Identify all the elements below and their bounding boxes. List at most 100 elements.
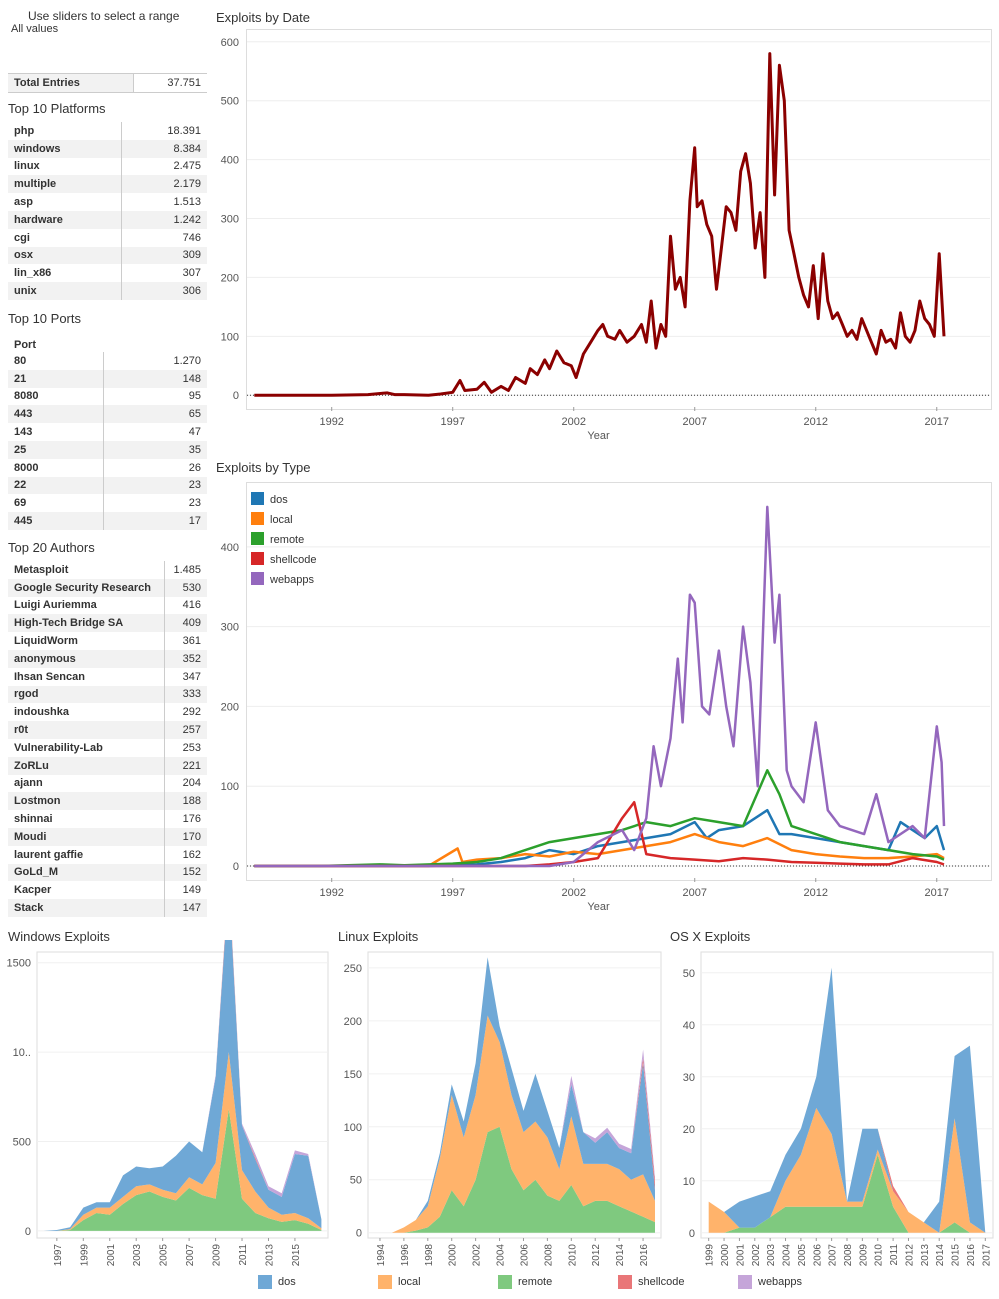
row-value: 1.513 — [121, 193, 207, 211]
area-local — [43, 1052, 322, 1231]
x-tick-label: 2007 — [682, 887, 706, 899]
table-row: shinnai 176 — [8, 810, 207, 828]
table-row: r0t 257 — [8, 721, 207, 739]
x-tick-label: 2012 — [591, 1244, 602, 1267]
authors-table: Metasploit 1.485 Google Security Research 5… — [8, 561, 207, 917]
row-label: Google Security Research — [8, 578, 165, 597]
x-tick-label: 2007 — [185, 1244, 196, 1267]
x-tick-label: 2002 — [561, 887, 585, 899]
y-tick-label: 40 — [683, 1020, 695, 1032]
row-value: 147 — [164, 899, 207, 917]
row-value: 309 — [121, 246, 207, 265]
x-tick-label: 2002 — [561, 416, 585, 428]
ports-title: Top 10 Ports — [8, 311, 81, 326]
range-value[interactable]: All values — [11, 23, 59, 35]
area-legend-item-webapps: webapps — [738, 1275, 802, 1289]
area-legend-label: shellcode — [638, 1276, 685, 1288]
table-row: cgi 746 — [8, 228, 207, 247]
table-row: LiquidWorm 361 — [8, 632, 207, 650]
x-tick-label: 2008 — [543, 1244, 554, 1267]
x-tick-label: 2015 — [951, 1244, 962, 1267]
table-row: 8080 95 — [8, 387, 207, 406]
series-line-local — [254, 832, 945, 868]
table-row: laurent gaffie 162 — [8, 845, 207, 864]
x-tick-label: 2003 — [132, 1244, 143, 1267]
row-label: osx — [8, 246, 122, 265]
x-tick-label: 2008 — [843, 1244, 854, 1267]
row-value: 149 — [164, 881, 207, 900]
table-row: anonymous 352 — [8, 649, 207, 668]
x-tick-label: 1994 — [376, 1244, 387, 1267]
table-row: Kacper 149 — [8, 881, 207, 900]
row-label: GoLd_M — [8, 863, 165, 882]
x-tick-label: 2011 — [238, 1244, 249, 1266]
row-label: hardware — [8, 210, 122, 229]
x-tick-label: 2002 — [472, 1244, 483, 1267]
table-row: High-Tech Bridge SA 409 — [8, 614, 207, 633]
x-tick-label: 1998 — [424, 1244, 435, 1267]
row-value: 65 — [103, 405, 207, 424]
table-row: indoushka 292 — [8, 703, 207, 722]
table-row: Metasploit 1.485 — [8, 561, 207, 579]
row-value: 162 — [164, 845, 207, 864]
table-row: 8000 26 — [8, 458, 207, 477]
row-label: 69 — [14, 497, 27, 510]
x-axis-label: Year — [587, 430, 610, 442]
row-label: 445 — [8, 512, 104, 530]
x-tick-label: 2017 — [981, 1244, 992, 1267]
table-row: Lostmon 188 — [8, 792, 207, 811]
table-row: 22 23 — [8, 476, 207, 495]
row-value: 152 — [164, 863, 207, 882]
x-tick-label: 2016 — [966, 1244, 977, 1267]
row-value: 1.242 — [121, 210, 207, 229]
y-tick-label: 0 — [233, 861, 239, 873]
y-tick-label: 400 — [221, 542, 239, 554]
area-local — [373, 1015, 655, 1233]
row-value: 204 — [164, 774, 207, 793]
row-value: 2.179 — [121, 175, 207, 194]
x-tick-label: 2012 — [904, 1244, 915, 1267]
total-value: 37.751 — [132, 73, 207, 93]
area-legend-item-local: local — [378, 1275, 421, 1289]
table-row: windows 8.384 — [8, 139, 207, 158]
legend-label-remote: remote — [270, 534, 304, 546]
table-row: unix 306 — [8, 282, 207, 300]
y-tick-label: 10 — [683, 1176, 695, 1188]
row-value: 26 — [103, 458, 207, 477]
row-label: Stack — [8, 899, 165, 917]
x-tick-label: 2013 — [920, 1244, 931, 1267]
x-tick-label: 1999 — [79, 1244, 90, 1267]
legend-label-webapps: webapps — [269, 574, 315, 586]
x-tick-label: 2017 — [925, 416, 949, 428]
row-label: Moudi — [8, 827, 165, 846]
row-label: linux — [14, 160, 40, 173]
table-row: ajann 204 — [8, 774, 207, 793]
table-row: rgod 333 — [8, 685, 207, 704]
table-row: 143 47 — [8, 423, 207, 441]
series-line-remote — [254, 769, 945, 868]
x-tick-label: 2016 — [639, 1244, 650, 1267]
legend-swatch-local — [251, 512, 264, 525]
row-value: 2.475 — [121, 157, 207, 176]
x-tick-label: 2006 — [519, 1244, 530, 1267]
table-row: Luigi Auriemma 416 — [8, 596, 207, 615]
area-dos — [43, 940, 322, 1231]
x-tick-label: 2014 — [615, 1244, 626, 1267]
x-tick-label: 2003 — [766, 1244, 777, 1267]
row-value: 23 — [103, 476, 207, 495]
area-legend-swatch — [618, 1275, 632, 1289]
x-tick-label: 1997 — [53, 1244, 64, 1267]
row-label: High-Tech Bridge SA — [8, 614, 165, 633]
y-tick-label: 500 — [221, 96, 239, 108]
x-tick-label: 2011 — [889, 1244, 900, 1266]
x-tick-label: 2009 — [212, 1244, 223, 1267]
row-label: ZoRLu — [8, 756, 165, 775]
row-value: 148 — [103, 369, 207, 388]
y-tick-label: 100 — [344, 1122, 362, 1134]
chart-frame — [36, 951, 329, 1239]
x-tick-label: 2001 — [735, 1244, 746, 1267]
area-remote — [43, 1109, 322, 1231]
row-value: 307 — [121, 264, 207, 283]
row-value: 17 — [103, 512, 207, 530]
